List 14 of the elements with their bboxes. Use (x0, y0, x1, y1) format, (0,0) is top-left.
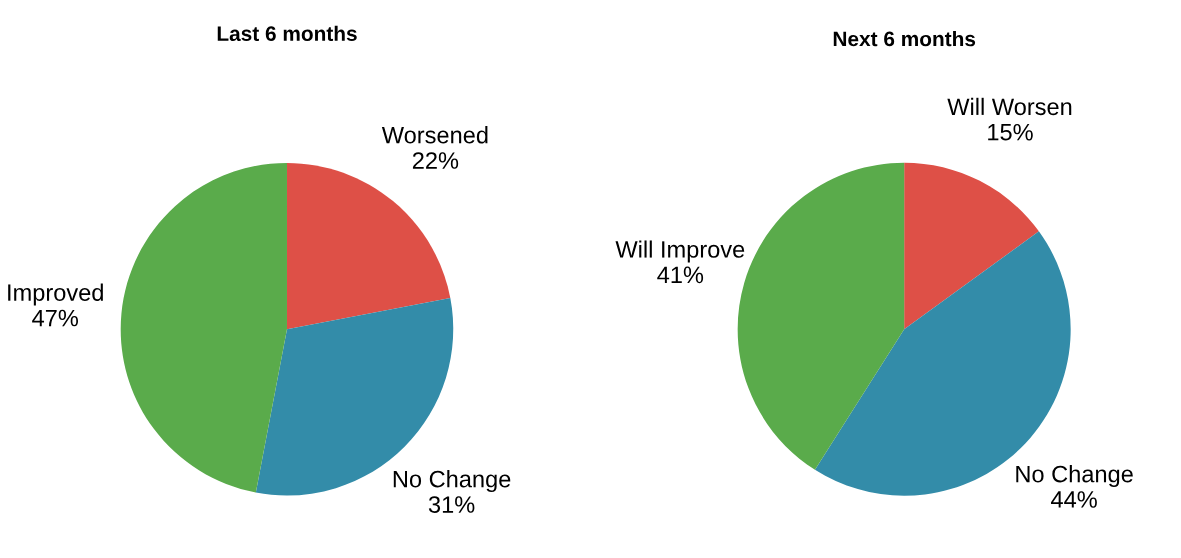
slice-label: No Change (1016, 465, 1133, 488)
slice-label: Will Improve (615, 240, 745, 263)
slice-label: No Change (393, 470, 511, 493)
data-label: 41% (657, 266, 704, 284)
slice-label: Will Worsen (947, 97, 1072, 116)
chart-title: Next 6 months (833, 30, 976, 47)
slice-label: Improved (8, 283, 103, 306)
data-label: 22% (412, 152, 459, 169)
data-label: 15% (988, 123, 1033, 141)
slice-label: Worsened (381, 126, 488, 144)
data-label: 47% (32, 309, 79, 327)
data-label: 44% (1051, 491, 1097, 508)
data-label: 31% (428, 496, 475, 513)
chart-title: Last 6 months (217, 25, 357, 42)
